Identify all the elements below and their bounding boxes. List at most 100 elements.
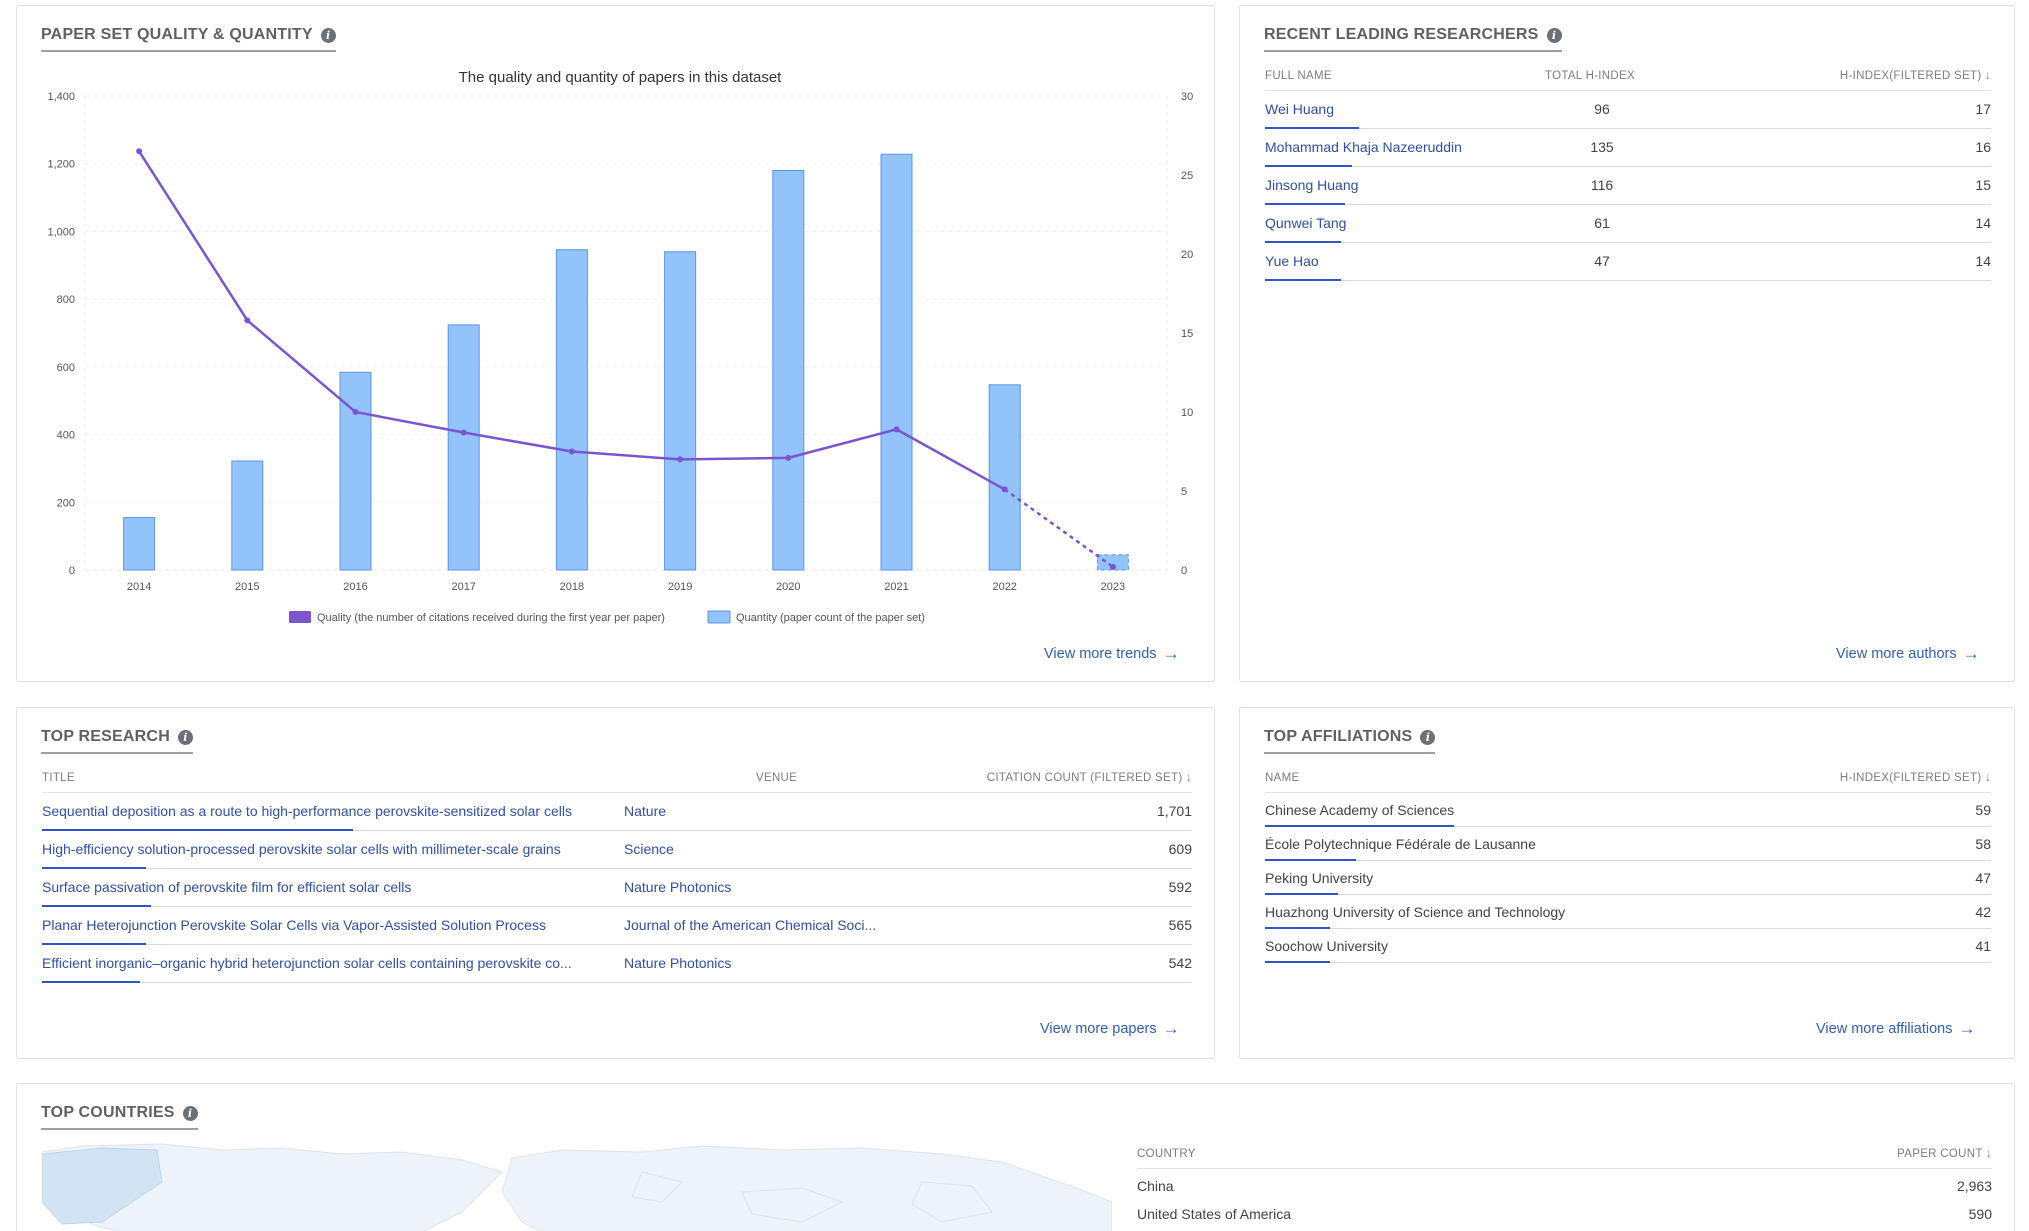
world-map-svg xyxy=(42,1143,1112,1231)
col-title[interactable]: TITLE xyxy=(42,772,75,784)
researcher-name-link[interactable]: Qunwei Tang xyxy=(1265,215,1347,231)
view-more-authors-link[interactable]: View more authors → xyxy=(1836,644,1980,664)
table-row: Efficient inorganic–organic hybrid heter… xyxy=(42,945,1192,983)
info-icon[interactable]: i xyxy=(1546,27,1562,43)
top-affiliations-card-title: TOP AFFILIATIONS i xyxy=(1264,728,1436,754)
paper-title-link[interactable]: Efficient inorganic–organic hybrid heter… xyxy=(42,955,572,971)
col-h-index-filtered[interactable]: H-INDEX(FILTERED SET) ↓ xyxy=(1839,772,1991,784)
view-more-trends-label: View more trends xyxy=(1044,646,1157,662)
researchers-table: FULL NAME TOTAL H-INDEX H-INDEX(FILTERED… xyxy=(1265,61,1991,281)
chart-title: The quality and quantity of papers in th… xyxy=(459,69,783,86)
share-bar xyxy=(42,867,146,869)
venue-link[interactable]: Journal of the American Chemical Soci... xyxy=(624,917,877,933)
col-name[interactable]: NAME xyxy=(1265,772,1300,784)
paper-title-link[interactable]: Surface passivation of perovskite film f… xyxy=(42,879,412,895)
affiliation-h-index-value: 58 xyxy=(1975,836,1991,852)
y-left-tick-label: 1,000 xyxy=(47,226,75,238)
quality-point xyxy=(893,426,900,433)
share-bar xyxy=(1265,241,1342,243)
venue-link[interactable]: Nature xyxy=(624,803,667,819)
researcher-name-link[interactable]: Wei Huang xyxy=(1265,101,1335,117)
researchers-card-title: RECENT LEADING RESEARCHERS i xyxy=(1264,26,1562,52)
view-more-papers-link[interactable]: View more papers → xyxy=(1040,1019,1180,1039)
col-h-index-filtered[interactable]: H-INDEX(FILTERED SET) ↓ xyxy=(1839,70,1991,82)
table-row: École Polytechnique Fédérale de Lausanne… xyxy=(1265,827,1991,861)
share-bar xyxy=(1265,961,1331,963)
researcher-name-link[interactable]: Yue Hao xyxy=(1265,253,1319,269)
affiliation-h-index-value: 42 xyxy=(1975,904,1991,920)
bar xyxy=(1096,554,1129,571)
legend-swatch-quantity xyxy=(707,610,731,624)
affiliation-h-index-value: 59 xyxy=(1975,802,1991,818)
researcher-name-link[interactable]: Jinsong Huang xyxy=(1265,177,1359,193)
total-h-index-value: 135 xyxy=(1590,139,1614,155)
info-icon[interactable]: i xyxy=(1420,729,1436,745)
bar xyxy=(123,517,156,571)
share-bar xyxy=(1265,825,1454,827)
share-bar xyxy=(1265,127,1360,129)
bar xyxy=(339,371,372,571)
paper-title-link[interactable]: Planar Heterojunction Perovskite Solar C… xyxy=(42,917,546,933)
table-row: China 2,963 xyxy=(1137,1169,1992,1197)
chart-svg: The quality and quantity of papers in th… xyxy=(47,69,1193,624)
view-more-affiliations-link[interactable]: View more affiliations → xyxy=(1816,1019,1975,1039)
affiliation-name[interactable]: Chinese Academy of Sciences xyxy=(1265,802,1455,818)
x-tick-label: 2018 xyxy=(560,581,584,593)
affiliation-name[interactable]: Peking University xyxy=(1265,870,1374,886)
country-paper-count: 2,963 xyxy=(1956,1178,1992,1194)
top-countries-table: COUNTRY PAPER COUNT ↓ China 2,963 United S… xyxy=(1137,1139,1992,1225)
venue-link[interactable]: Science xyxy=(624,841,674,857)
y-left-tick-label: 1,200 xyxy=(47,159,75,171)
paper-title-link[interactable]: Sequential deposition as a route to high… xyxy=(42,803,572,819)
world-map[interactable] xyxy=(42,1142,1112,1231)
info-icon[interactable]: i xyxy=(177,729,193,745)
affiliation-name[interactable]: Soochow University xyxy=(1265,938,1388,954)
table-row: United States of America 590 xyxy=(1137,1197,1992,1225)
affiliation-name[interactable]: Huazhong University of Science and Techn… xyxy=(1265,904,1566,920)
paper-title-link[interactable]: High-efficiency solution-processed perov… xyxy=(42,841,561,857)
table-row: Jinsong Huang 116 15 xyxy=(1265,167,1991,205)
info-icon[interactable]: i xyxy=(182,1105,198,1121)
country-name[interactable]: United States of America xyxy=(1137,1206,1292,1222)
researcher-name-link[interactable]: Mohammad Khaja Nazeeruddin xyxy=(1265,139,1462,155)
view-more-papers-label: View more papers xyxy=(1040,1021,1157,1037)
bar xyxy=(880,153,913,571)
table-row: Huazhong University of Science and Techn… xyxy=(1265,895,1991,929)
venue-link[interactable]: Nature Photonics xyxy=(624,955,732,971)
col-venue[interactable]: VENUE xyxy=(756,772,798,784)
country-name[interactable]: China xyxy=(1137,1178,1174,1194)
affiliation-name[interactable]: École Polytechnique Fédérale de Lausanne xyxy=(1265,836,1536,852)
citation-count-value: 542 xyxy=(1168,955,1192,971)
share-bar xyxy=(1265,893,1338,895)
top-research-table-header: TITLE VENUE CITATION COUNT (FILTERED SET… xyxy=(42,763,1192,793)
share-bar xyxy=(1265,165,1353,167)
total-h-index-value: 116 xyxy=(1590,177,1614,193)
bar xyxy=(772,169,805,571)
quality-point xyxy=(244,317,251,324)
col-paper-count[interactable]: PAPER COUNT ↓ xyxy=(1897,1148,1992,1160)
bar xyxy=(988,384,1021,571)
legend-swatch-quality xyxy=(289,611,311,623)
y-right-tick-label: 15 xyxy=(1181,328,1193,340)
bar xyxy=(231,460,264,571)
col-total-h-index[interactable]: TOTAL H-INDEX xyxy=(1545,70,1635,82)
table-row: Mohammad Khaja Nazeeruddin 135 16 xyxy=(1265,129,1991,167)
table-row: High-efficiency solution-processed perov… xyxy=(42,831,1192,869)
total-h-index-value: 47 xyxy=(1594,253,1610,269)
arrow-right-icon: → xyxy=(1962,644,1980,663)
col-full-name[interactable]: FULL NAME xyxy=(1265,70,1332,82)
quality-point xyxy=(136,148,143,155)
x-tick-label: 2020 xyxy=(776,581,800,593)
info-icon[interactable]: i xyxy=(320,27,336,43)
x-tick-label: 2014 xyxy=(127,581,151,593)
y-left-tick-label: 200 xyxy=(57,497,75,509)
x-tick-label: 2016 xyxy=(343,581,367,593)
top-research-card-title: TOP RESEARCH i xyxy=(41,728,193,754)
view-more-trends-link[interactable]: View more trends → xyxy=(1044,644,1180,664)
citation-count-value: 1,701 xyxy=(1156,803,1192,819)
quality-point xyxy=(677,456,684,463)
col-country[interactable]: COUNTRY xyxy=(1137,1148,1196,1160)
bar xyxy=(664,251,697,571)
venue-link[interactable]: Nature Photonics xyxy=(624,879,732,895)
col-citation-count[interactable]: CITATION COUNT (FILTERED SET) ↓ xyxy=(986,772,1192,784)
